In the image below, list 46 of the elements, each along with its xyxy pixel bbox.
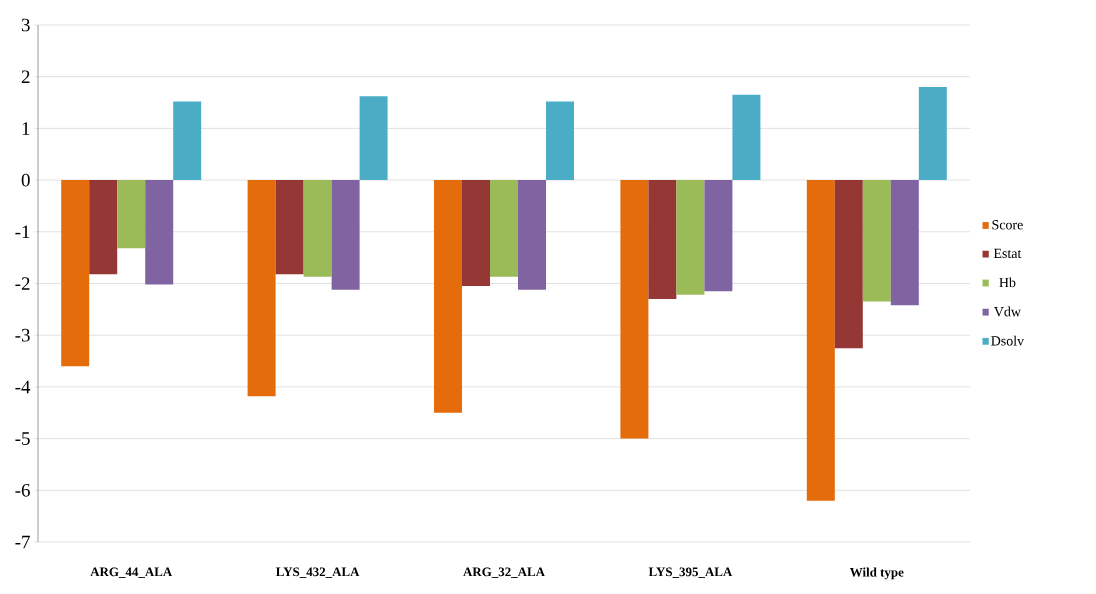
bar [61,180,90,367]
bar [518,180,547,290]
bar [890,180,919,306]
bar [676,180,705,295]
y-tick-label: 1 [22,122,30,135]
y-tick-label: 0 [21,173,30,187]
bar [732,94,761,181]
bar [704,180,733,292]
y-tick-label: 2 [21,70,30,83]
legend-label: Hb [999,277,1016,288]
x-tick-label: LYS_395_ALA [648,567,733,578]
bar [546,101,575,181]
bar [648,180,677,300]
legend-label: Estat [993,248,1022,259]
y-tick-label: -1 [15,225,30,239]
bar [303,180,332,277]
y-tick-label: -5 [15,432,30,445]
bar [834,180,863,349]
y-tick-label: -2 [15,277,30,290]
bar [359,96,388,181]
legend-label: Score [992,220,1023,230]
bar [173,101,202,181]
y-tick-label: -6 [15,483,30,497]
bar [145,180,174,285]
y-tick-label: -3 [15,328,30,342]
bar [117,180,146,249]
x-tick-label: ARG_32_ALA [463,567,545,578]
bar [89,180,118,275]
bar [434,180,462,413]
x-tick-label: ARG_44_ALA [90,567,173,578]
bar [247,180,276,397]
legend-label: Vdw [994,306,1021,317]
bar [331,180,360,290]
bar [620,180,649,439]
y-tick-label: 3 [21,18,30,32]
y-tick-label: -7 [15,535,30,549]
bar [490,180,519,277]
bar [862,180,891,302]
x-tick-label: LYS_432_ALA [275,567,360,578]
y-tick-label: -4 [15,380,31,394]
bar [806,180,835,501]
bar [275,180,304,275]
x-tick-label: Wild type [849,567,904,580]
bar [918,87,947,181]
legend-label: Dsolv [991,335,1025,346]
bar [462,180,491,287]
